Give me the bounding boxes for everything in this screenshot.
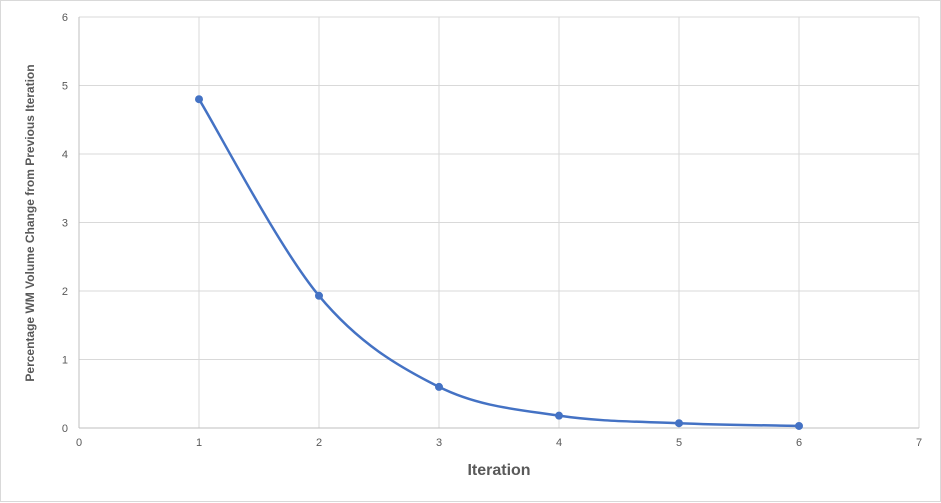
y-tick-label: 1 bbox=[62, 355, 68, 367]
y-tick-label: 4 bbox=[62, 149, 68, 161]
x-tick-label: 5 bbox=[676, 437, 682, 449]
x-tick-label: 1 bbox=[196, 437, 202, 449]
x-tick-label: 0 bbox=[76, 437, 82, 449]
axes bbox=[78, 17, 919, 429]
y-tick-label: 2 bbox=[62, 286, 68, 298]
y-tick-label: 0 bbox=[62, 423, 68, 435]
y-tick-label: 5 bbox=[62, 81, 68, 93]
gridlines bbox=[79, 16, 920, 428]
data-point bbox=[795, 421, 803, 430]
x-tick-label: 3 bbox=[436, 437, 442, 449]
y-tick-label: 3 bbox=[62, 218, 68, 230]
tick-labels: 0 1 2 3 4 5 6 7 0 1 2 3 4 5 6 bbox=[62, 12, 922, 449]
data-point bbox=[195, 95, 203, 104]
series-line bbox=[197, 97, 801, 428]
data-point bbox=[675, 419, 683, 428]
x-tick-label: 4 bbox=[556, 437, 562, 449]
x-tick-label: 2 bbox=[316, 437, 322, 449]
data-point bbox=[435, 382, 443, 391]
data-point bbox=[315, 291, 323, 300]
x-tick-label: 6 bbox=[796, 437, 802, 449]
series-layer bbox=[195, 95, 803, 430]
data-point bbox=[555, 411, 563, 420]
y-axis-title: Percentage WM Volume Change from Previou… bbox=[23, 64, 37, 381]
x-axis-title: Iteration bbox=[467, 462, 530, 479]
y-tick-label: 6 bbox=[62, 12, 68, 24]
x-tick-label: 7 bbox=[916, 437, 922, 449]
